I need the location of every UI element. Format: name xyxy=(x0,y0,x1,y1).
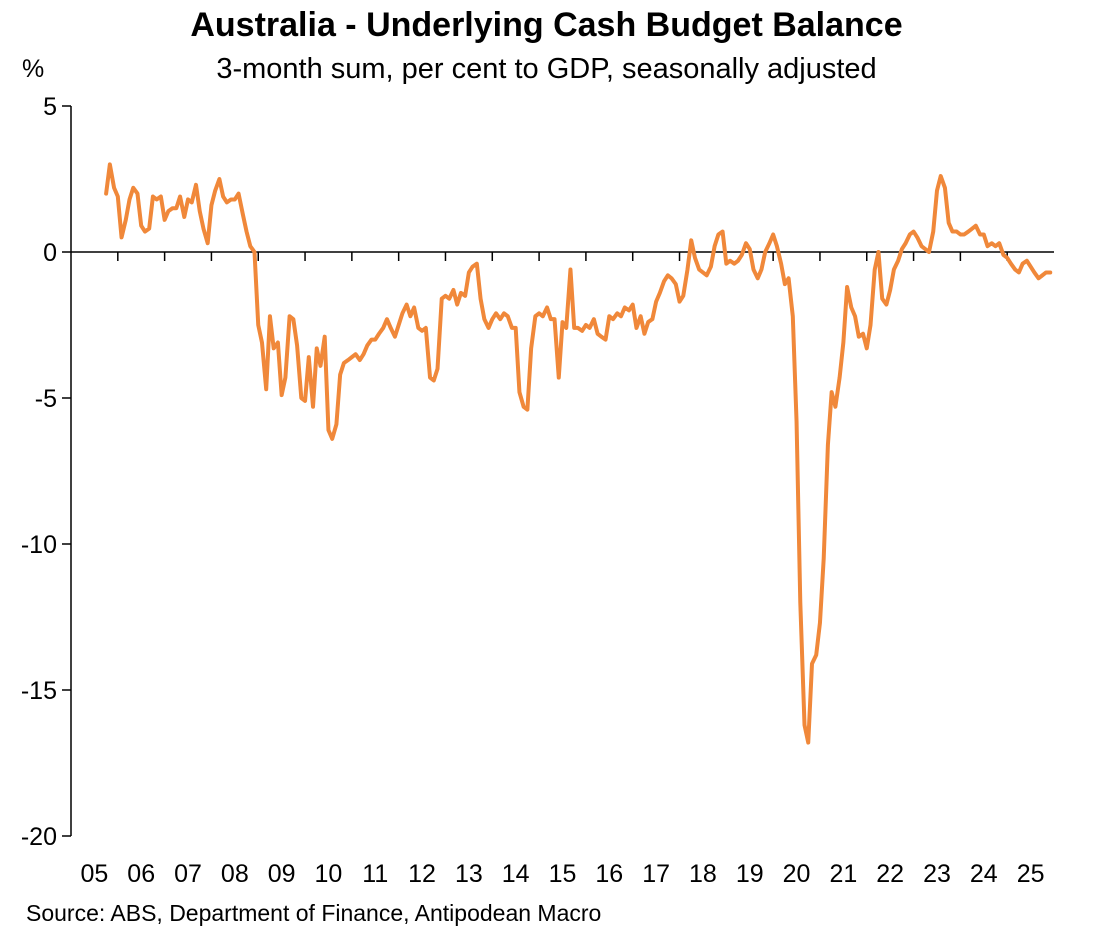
x-tick-label: 11 xyxy=(362,860,388,888)
x-tick-label: 10 xyxy=(315,860,343,888)
x-tick-label: 23 xyxy=(923,860,951,888)
x-tick-label: 15 xyxy=(549,860,577,888)
axis-ticks: 5 0 -5 -10 -15 -20 05 06 07 08 09 10 11 12 13 14 15 16 17 1… xyxy=(21,93,1045,888)
y-tick-label: -15 xyxy=(21,677,57,705)
chart-title: Australia - Underlying Cash Budget Balan… xyxy=(190,6,903,44)
x-tick-label: 24 xyxy=(970,860,998,888)
x-tick-label: 22 xyxy=(876,860,904,888)
x-tick-label: 06 xyxy=(127,860,155,888)
x-tick-label: 18 xyxy=(689,860,717,888)
y-tick-label: 0 xyxy=(43,239,57,267)
y-tick-label: -10 xyxy=(21,531,57,559)
x-tick-label: 09 xyxy=(268,860,296,888)
x-tick-label: 12 xyxy=(408,860,436,888)
data-series xyxy=(104,162,1053,745)
x-tick-label: 21 xyxy=(829,860,857,888)
source-note: Source: ABS, Department of Finance, Anti… xyxy=(26,900,602,926)
x-tick-label: 08 xyxy=(221,860,249,888)
x-tick-label: 17 xyxy=(642,860,670,888)
x-tick-label: 25 xyxy=(1017,860,1045,888)
chart-subtitle: 3-month sum, per cent to GDP, seasonally… xyxy=(216,53,877,85)
x-tick-label: 16 xyxy=(595,860,623,888)
x-tick-label: 20 xyxy=(783,860,811,888)
chart-axes xyxy=(70,106,1054,836)
y-tick-label: -5 xyxy=(35,385,57,413)
y-tick-label: 5 xyxy=(43,93,57,121)
y-axis-label: % xyxy=(22,55,45,83)
x-tick-label: 13 xyxy=(455,860,483,888)
series-line xyxy=(104,162,1053,745)
x-tick-label: 05 xyxy=(80,860,108,888)
y-tick-label: -20 xyxy=(21,823,57,851)
x-tick-label: 19 xyxy=(736,860,764,888)
x-tick-label: 07 xyxy=(174,860,202,888)
x-tick-label: 14 xyxy=(502,860,530,888)
